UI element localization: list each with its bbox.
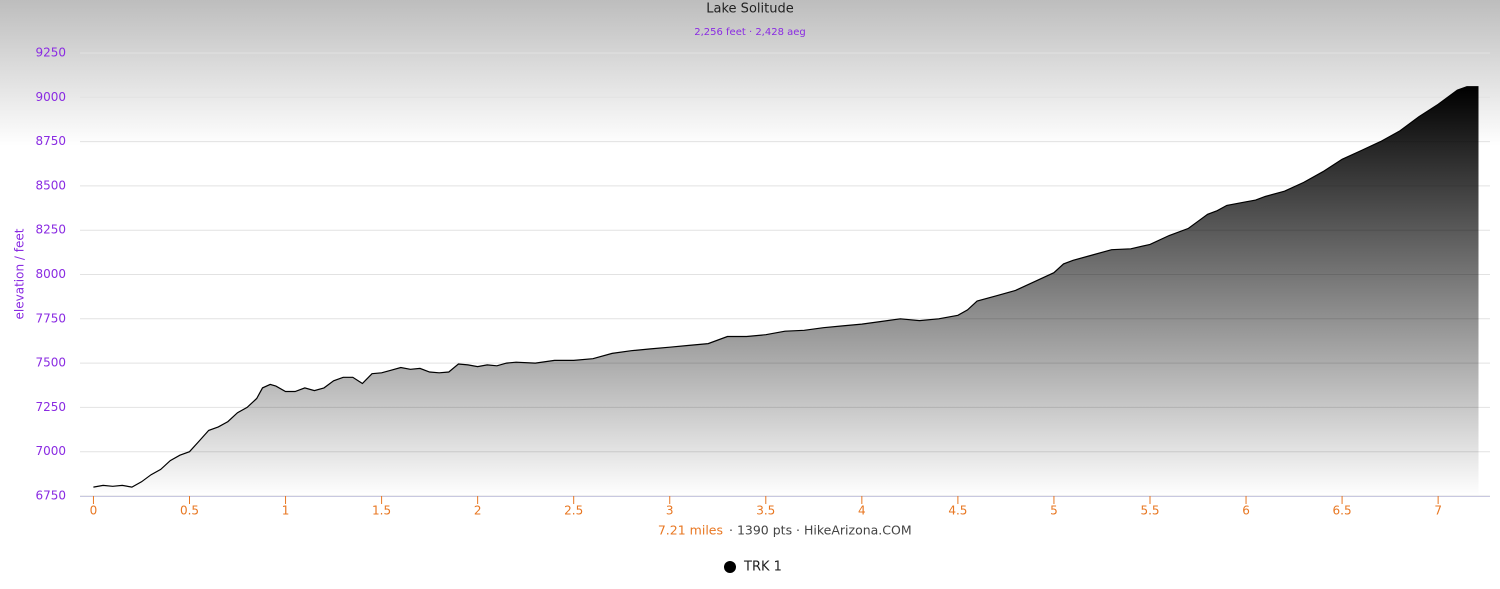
x-tick-label: 5	[1050, 504, 1058, 518]
y-tick-label: 8000	[35, 267, 66, 281]
x-tick-label: 1.5	[372, 504, 391, 518]
x-tick-label: 3	[666, 504, 674, 518]
y-tick-label: 9000	[35, 90, 66, 104]
footer-info: · 1390 pts · HikeArizona.COM	[729, 523, 912, 538]
x-tick-label: 5.5	[1140, 504, 1159, 518]
y-tick-label: 9250	[35, 46, 66, 60]
x-tick-label: 6	[1242, 504, 1250, 518]
legend-label[interactable]: TRK 1	[743, 560, 782, 575]
y-tick-label: 7750	[35, 311, 66, 325]
x-tick-label: 4	[858, 504, 866, 518]
chart-subtitle: 2,256 feet · 2,428 aeg	[694, 27, 806, 38]
x-tick-label: 4.5	[948, 504, 967, 518]
legend-marker[interactable]	[724, 561, 736, 573]
y-tick-label: 7000	[35, 444, 66, 458]
y-tick-label: 6750	[35, 489, 66, 503]
x-tick-label: 3.5	[756, 504, 775, 518]
footer-distance: 7.21 miles	[658, 523, 723, 538]
x-tick-label: 6.5	[1333, 504, 1352, 518]
x-tick-label: 0	[90, 504, 98, 518]
chart-title: Lake Solitude	[706, 2, 793, 17]
x-tick-label: 2.5	[564, 504, 583, 518]
x-tick-label: 1	[282, 504, 290, 518]
elevation-area	[93, 86, 1479, 496]
y-tick-label: 8750	[35, 134, 66, 148]
y-axis-label: elevation / feet	[13, 228, 27, 319]
y-tick-label: 7500	[35, 356, 66, 370]
x-tick-label: 2	[474, 504, 482, 518]
y-tick-label: 8250	[35, 223, 66, 237]
x-tick-label: 0.5	[180, 504, 199, 518]
y-tick-label: 8500	[35, 178, 66, 192]
y-tick-label: 7250	[35, 400, 66, 414]
elevation-line	[93, 86, 1479, 488]
x-tick-label: 7	[1434, 504, 1442, 518]
